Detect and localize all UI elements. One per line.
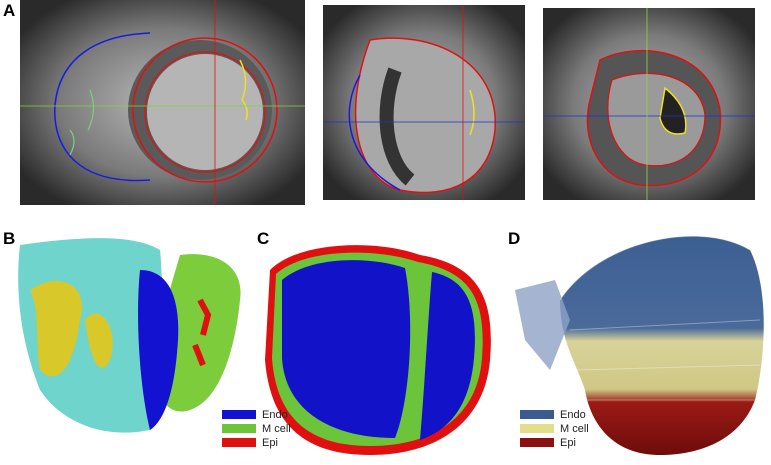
panel-label: C — [257, 229, 269, 248]
papillary-contour — [659, 86, 687, 135]
legend-swatch — [520, 424, 554, 433]
legend-bc: Endo M cell Epi — [222, 409, 291, 449]
legend-swatch — [520, 410, 554, 419]
heart-model-c — [265, 245, 491, 455]
lv-endo — [420, 272, 475, 440]
legend-label: Epi — [262, 437, 278, 449]
mri-slice-3 — [543, 8, 755, 200]
panel-label: D — [508, 229, 520, 248]
legend-swatch — [222, 424, 256, 433]
fiber-volume — [560, 236, 764, 455]
panel-label: B — [3, 229, 15, 248]
rv-endo — [282, 260, 411, 438]
lv-wall — [153, 254, 241, 412]
fiber-lines — [559, 235, 761, 401]
legend-label: M cell — [262, 423, 291, 435]
blood-pool — [147, 54, 263, 170]
legend-label: Epi — [560, 437, 576, 449]
rv-trabeculae — [69, 89, 95, 156]
legend-label: M cell — [560, 423, 589, 435]
legend-label: Endo — [262, 409, 288, 421]
epi-layer — [192, 298, 212, 367]
septum-endo — [138, 270, 179, 430]
endo-contour — [144, 51, 266, 173]
panel-label: A — [3, 1, 15, 20]
fiber-model-d — [515, 235, 764, 455]
mri-slice-2 — [323, 5, 525, 200]
heart-model-b — [18, 238, 241, 433]
rv-contour — [348, 74, 401, 191]
septum — [379, 67, 415, 186]
legend-d: Endo M cell Epi — [520, 409, 589, 449]
trabeculae-contour — [469, 89, 475, 136]
legend-swatch — [222, 410, 256, 419]
epi-contour — [132, 37, 278, 183]
rv-contour — [54, 32, 151, 182]
legend-swatch — [222, 438, 256, 447]
legend-swatch — [520, 438, 554, 447]
legend-label: Endo — [560, 409, 586, 421]
lv-endo-contour — [607, 72, 706, 167]
rv-fibers — [515, 280, 570, 370]
mri-slice-1 — [20, 0, 305, 205]
trabeculae-contour — [239, 59, 249, 121]
trabeculae — [30, 281, 113, 377]
